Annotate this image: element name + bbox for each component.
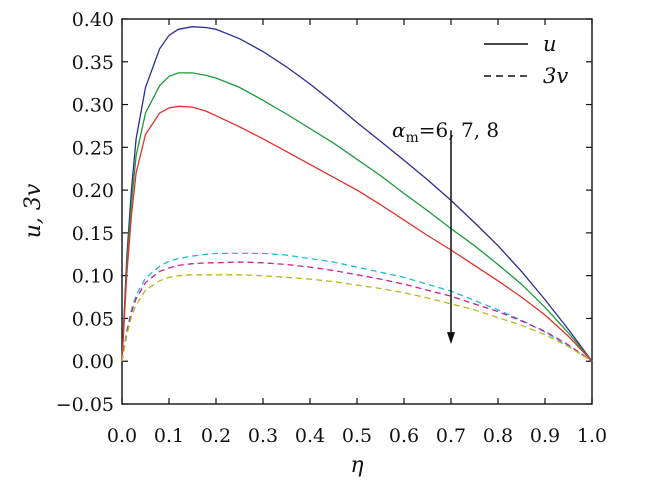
series-line-2 (121, 72, 593, 362)
x-tick-label: 0.4 (295, 425, 325, 447)
tick-marks (121, 18, 593, 405)
y-tick-label: 0.25 (72, 137, 114, 159)
legend-label-3v: 3v (543, 64, 568, 88)
y-tick-label: 0.30 (72, 95, 114, 117)
series-line-5 (121, 261, 593, 362)
x-tick-label: 1.0 (577, 425, 607, 447)
x-tick-label: 0.7 (436, 425, 466, 447)
series-line-1 (121, 26, 593, 362)
y-axis-title: u, 3v (21, 183, 46, 238)
x-tick-label: 0.0 (107, 425, 137, 447)
legend: u 3v (484, 32, 568, 88)
x-tick-label: 0.2 (201, 425, 231, 447)
x-tick-label: 0.5 (342, 425, 372, 447)
series-lines (121, 26, 593, 362)
plot-frame (121, 18, 593, 405)
y-tick-label: 0.05 (72, 308, 114, 330)
series-line-4 (121, 252, 593, 362)
annotation-arrowhead (447, 332, 455, 345)
x-tick-label: 0.6 (389, 425, 419, 447)
x-tick-label: 0.9 (530, 425, 560, 447)
y-tick-label: 0.40 (72, 9, 114, 31)
y-tick-label: −0.05 (56, 394, 114, 416)
series-line-6 (121, 274, 593, 362)
x-axis-title: η (350, 453, 363, 478)
y-tick-label: 0.20 (72, 180, 114, 202)
legend-label-u: u (543, 32, 557, 56)
x-tick-label: 0.3 (248, 425, 278, 447)
x-tick-label: 0.8 (483, 425, 513, 447)
y-tick-label: 0.00 (72, 351, 114, 373)
y-tick-label: 0.35 (72, 52, 114, 74)
y-tick-labels: −0.05 0.00 0.05 0.10 0.15 0.20 0.25 0.30 0.35 0.4… (56, 9, 114, 416)
alpha-annotation: αm=6, 7, 8 (392, 118, 499, 345)
annotation-label: αm=6, 7, 8 (392, 118, 499, 146)
x-tick-label: 0.1 (154, 425, 184, 447)
y-tick-label: 0.15 (72, 223, 114, 245)
series-line-3 (121, 105, 593, 362)
x-tick-labels: 0.0 0.1 0.2 0.3 0.4 0.5 0.6 0.7 0.8 0.9 1.0 (107, 425, 607, 447)
y-tick-label: 0.10 (72, 266, 114, 288)
